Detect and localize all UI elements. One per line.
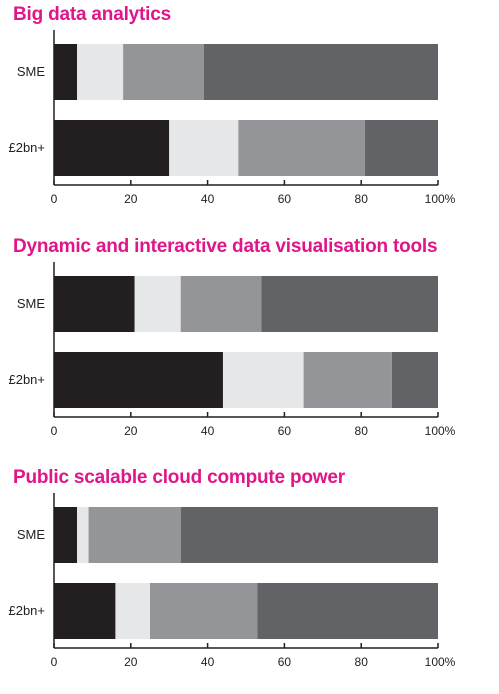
bar-segment — [54, 583, 116, 639]
x-tick-label: 0 — [51, 192, 58, 206]
bar-segment — [77, 507, 89, 563]
bar-segment — [54, 44, 78, 100]
bar-segment — [54, 120, 170, 176]
chart-title: Big data analytics — [13, 4, 171, 25]
category-label: £2bn+ — [8, 140, 45, 155]
category-label: SME — [17, 527, 46, 542]
x-tick-label: 100% — [425, 192, 456, 206]
stacked-bar-chart: SME £2bn+ 0 20 40 60 80 100% — [8, 493, 456, 669]
bar-segment — [150, 583, 258, 639]
x-tick-label: 40 — [201, 655, 215, 669]
bar-segment — [123, 44, 204, 100]
chart-title: Dynamic and interactive data visualisati… — [13, 236, 438, 257]
x-tick-label: 80 — [355, 424, 369, 438]
category-label: £2bn+ — [8, 372, 45, 387]
bar-segment — [180, 276, 262, 332]
bar-segment — [238, 120, 366, 176]
category-label: SME — [17, 64, 46, 79]
bar-segment — [169, 120, 239, 176]
bar-segment — [88, 507, 181, 563]
x-tick-label: 0 — [51, 655, 58, 669]
bar-segment — [134, 276, 181, 332]
x-tick-label: 100% — [425, 424, 456, 438]
x-tick-label: 80 — [355, 655, 369, 669]
x-tick-label: 60 — [278, 424, 292, 438]
bar-segment — [54, 276, 135, 332]
bar-segment — [261, 276, 438, 332]
chart-title: Public scalable cloud compute power — [13, 467, 345, 488]
x-tick-label: 20 — [124, 192, 138, 206]
bar-segment — [54, 507, 78, 563]
x-tick-label: 100% — [425, 655, 456, 669]
stacked-bar-chart: SME £2bn+ 0 20 40 60 80 100% — [8, 262, 456, 438]
x-tick-label: 80 — [355, 192, 369, 206]
bar-segment — [203, 44, 438, 100]
bar-segment — [257, 583, 438, 639]
x-tick-label: 60 — [278, 655, 292, 669]
category-label: £2bn+ — [8, 603, 45, 618]
bar-segment — [365, 120, 438, 176]
x-tick-label: 0 — [51, 424, 58, 438]
bar-segment — [54, 352, 223, 408]
category-label: SME — [17, 296, 46, 311]
bar-segment — [303, 352, 392, 408]
x-tick-label: 40 — [201, 192, 215, 206]
x-tick-label: 20 — [124, 655, 138, 669]
bar-segment — [180, 507, 438, 563]
x-tick-label: 40 — [201, 424, 215, 438]
x-tick-label: 60 — [278, 192, 292, 206]
stacked-bar-chart: SME £2bn+ 0 20 40 60 80 100% — [8, 30, 456, 206]
bar-segment — [115, 583, 150, 639]
bar-segment — [77, 44, 124, 100]
x-tick-label: 20 — [124, 424, 138, 438]
bar-segment — [222, 352, 304, 408]
bar-segment — [391, 352, 438, 408]
